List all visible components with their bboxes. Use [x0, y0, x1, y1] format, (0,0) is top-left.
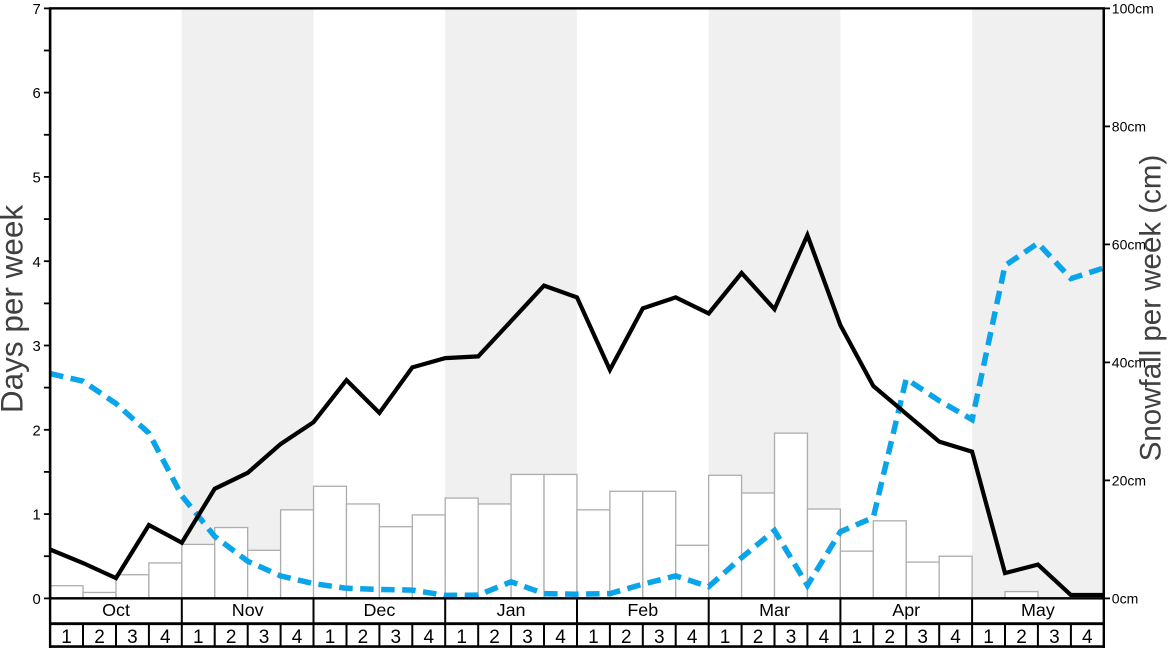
svg-text:4: 4	[950, 627, 961, 648]
svg-text:1: 1	[193, 627, 204, 648]
svg-text:Days per week: Days per week	[0, 205, 29, 414]
svg-text:3: 3	[1049, 627, 1060, 648]
svg-text:1: 1	[720, 627, 731, 648]
svg-text:100cm: 100cm	[1112, 1, 1154, 17]
svg-text:2: 2	[489, 627, 500, 648]
svg-text:2: 2	[621, 627, 632, 648]
svg-text:1: 1	[32, 508, 40, 524]
svg-text:5: 5	[32, 171, 40, 187]
svg-text:2: 2	[32, 423, 40, 439]
svg-text:60cm: 60cm	[1112, 237, 1146, 253]
svg-text:40cm: 40cm	[1112, 355, 1146, 371]
svg-text:2: 2	[226, 627, 237, 648]
svg-text:Apr: Apr	[892, 600, 920, 620]
svg-text:4: 4	[819, 627, 830, 648]
svg-text:2: 2	[358, 627, 369, 648]
svg-text:4: 4	[292, 627, 303, 648]
svg-text:2: 2	[885, 627, 896, 648]
svg-text:1: 1	[325, 627, 336, 648]
svg-text:1: 1	[456, 627, 467, 648]
svg-text:1: 1	[61, 627, 72, 648]
svg-text:4: 4	[424, 627, 435, 648]
svg-text:6: 6	[32, 86, 40, 102]
svg-text:2: 2	[94, 627, 105, 648]
svg-text:3: 3	[522, 627, 533, 648]
svg-text:3: 3	[127, 627, 138, 648]
svg-text:4: 4	[160, 627, 171, 648]
svg-text:4: 4	[687, 627, 698, 648]
svg-text:3: 3	[917, 627, 928, 648]
svg-text:Mar: Mar	[759, 600, 790, 620]
svg-text:3: 3	[391, 627, 402, 648]
svg-text:0cm: 0cm	[1112, 591, 1138, 607]
svg-text:Dec: Dec	[363, 600, 395, 620]
svg-text:20cm: 20cm	[1112, 473, 1146, 489]
svg-text:Snowfall per week (cm): Snowfall per week (cm)	[1135, 155, 1168, 462]
svg-text:7: 7	[32, 2, 40, 18]
svg-text:Jan: Jan	[497, 600, 526, 620]
svg-text:2: 2	[1016, 627, 1027, 648]
svg-text:Nov: Nov	[232, 600, 264, 620]
svg-text:3: 3	[654, 627, 665, 648]
svg-text:1: 1	[588, 627, 599, 648]
svg-text:4: 4	[32, 255, 40, 271]
svg-text:Oct: Oct	[102, 600, 130, 620]
svg-text:3: 3	[32, 339, 40, 355]
svg-text:Feb: Feb	[627, 600, 658, 620]
svg-text:80cm: 80cm	[1112, 119, 1146, 135]
svg-text:2: 2	[753, 627, 764, 648]
svg-text:1: 1	[852, 627, 863, 648]
svg-text:4: 4	[555, 627, 566, 648]
svg-text:3: 3	[786, 627, 797, 648]
svg-text:4: 4	[1082, 627, 1093, 648]
svg-text:3: 3	[259, 627, 270, 648]
svg-text:1: 1	[983, 627, 994, 648]
svg-text:May: May	[1021, 600, 1055, 620]
svg-text:0: 0	[32, 592, 40, 608]
